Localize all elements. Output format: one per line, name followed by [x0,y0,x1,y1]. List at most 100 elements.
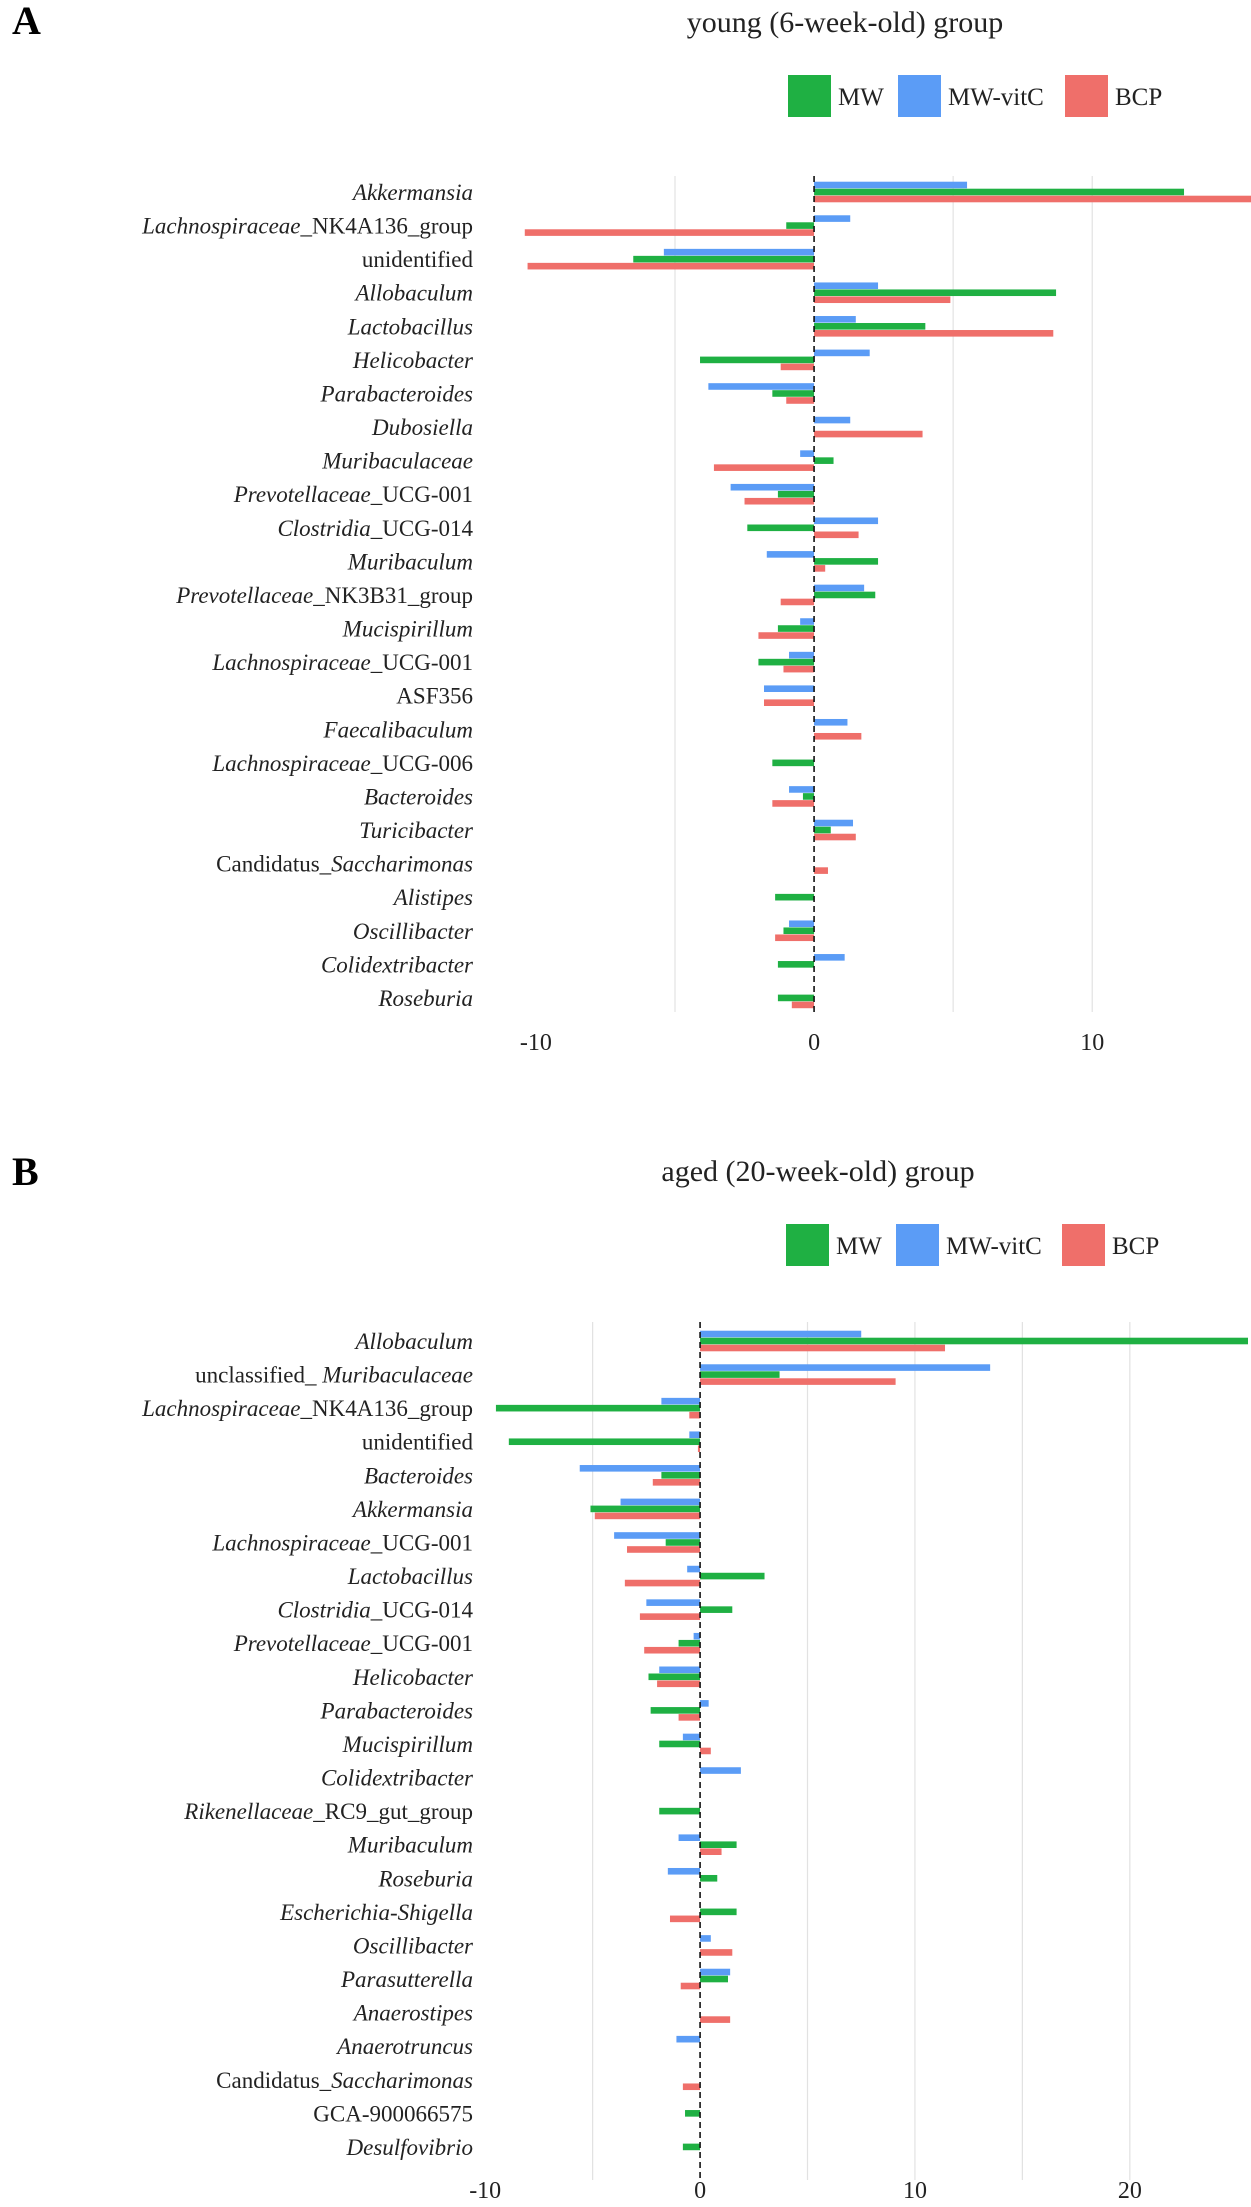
bar-mw-vitc [814,282,879,290]
bar-bcp [697,1445,701,1453]
category-label-italic: Saccharimonas [331,2068,473,2093]
panel-label-A: A [12,0,41,43]
bar-mw-vitc [667,1867,701,1875]
x-tick-label: 0 [694,2178,706,2204]
category-label-italic: Helicobacter [352,1665,474,1690]
bar-mw-vitc [800,618,815,625]
category-label: Mucispirillum [342,1732,473,1757]
bar-bcp [814,195,1251,203]
chart-title: aged (20-week-old) group [661,1155,974,1188]
bar-mw-vitc [700,1700,709,1707]
legend-swatch-mw [788,75,831,117]
category-label-italic: Anaerostipes [352,2001,473,2026]
category-label: Helicobacter [352,348,474,373]
bar-bcp [700,2016,731,2023]
bar-mw-vitc [789,786,815,793]
category-label: unclassified_ Muribaculaceae [195,1363,473,1388]
bar-bcp [700,1747,711,1755]
category-label: Muribaculum [347,1833,473,1858]
bar-mw-vitc [730,483,815,491]
bar-mw-vitc [689,1431,701,1439]
category-label: Roseburia [377,986,473,1011]
bar-mw [814,457,834,464]
bar-bcp [780,598,815,606]
category-label: Oscillibacter [353,919,474,944]
category-label-italic: Muribaculum [347,549,473,574]
bar-bcp [627,1546,701,1553]
legend-swatch-mw [786,1224,829,1266]
bar-mw-vitc [814,954,845,961]
bar-mw-vitc [814,517,879,525]
category-label-italic: Allobaculum [353,1329,473,1354]
category-label: Bacteroides [364,1463,473,1488]
bar-mw [775,893,815,901]
bar-bcp [644,1646,701,1654]
bar-bcp [594,1512,701,1520]
category-label-italic: Turicibacter [359,818,474,843]
category-label-italic: Parabacteroides [320,1698,474,1723]
bar-bcp [814,330,1054,337]
bar-mw [648,1673,701,1681]
bar-mw [700,1841,737,1848]
category-label: Parasutterella [340,1967,473,1992]
bar-bcp [791,1001,815,1009]
bar-mw [700,1337,1248,1345]
bar-mw-vitc [789,920,815,928]
category-label-italic: Oscillibacter [353,1933,474,1958]
legend-label-bcp: BCP [1112,1233,1159,1260]
bar-mw-vitc [814,416,851,424]
category-label: Lachnospiraceae_UCG-001 [211,650,473,675]
category-label-italic: Clostridia [277,516,370,541]
category-label-italic: Lachnospiraceae [211,1530,370,1555]
bar-bcp [775,934,815,942]
bar-mw [777,994,815,1002]
category-label-italic: Rikenellaceae [183,1799,313,1824]
category-label: Dubosiella [371,415,473,440]
category-label-italic: Lachnospiraceae [141,1396,300,1421]
category-label: Oscillibacter [353,1933,474,1958]
category-label: Faecalibaculum [323,717,473,742]
category-label: Mucispirillum [342,617,473,642]
category-label: Colidextribacter [321,952,474,977]
category-label: Lachnospiraceae_NK4A136_group [141,214,473,239]
legend-swatch-mw-vitc [896,1224,939,1266]
bar-bcp [814,833,856,841]
category-label-part: unidentified [362,247,474,272]
bar-mw [700,1874,718,1882]
bar-mw [665,1539,701,1546]
bar-bcp [657,1680,701,1688]
bar-bcp [639,1613,701,1620]
bar-mw-vitc [814,584,865,592]
bar-mw [495,1404,701,1412]
category-label: Clostridia_UCG-014 [277,516,473,541]
bar-mw-vitc [678,1834,701,1841]
bar-bcp [527,262,815,270]
bar-mw-vitc [814,215,851,222]
bar-mw [814,188,1185,196]
category-label-italic: Faecalibaculum [323,717,473,742]
bar-bcp [524,229,815,236]
category-label-part: _UCG-001 [370,1530,473,1555]
bar-mw [685,2110,701,2117]
category-label: unidentified [362,1430,474,1455]
category-label-italic: Roseburia [377,1866,473,1891]
category-label: Prevotellaceae_UCG-001 [233,482,473,507]
category-label: Bacteroides [364,784,473,809]
bar-mw-vitc [676,2035,701,2043]
bar-bcp [764,699,815,706]
category-label-italic: Muribaculaceae [321,1363,473,1388]
category-label: Akkermansia [351,180,473,205]
bar-bcp [700,1344,946,1352]
category-label-part: _NK4A136_group [300,214,474,239]
category-label-part: unclassified_ [195,1363,322,1388]
category-label-italic: Prevotellaceae [233,482,371,507]
bar-mw-vitc [659,1666,701,1674]
category-label-italic: Roseburia [377,986,473,1011]
bar-mw-vitc [700,1767,741,1774]
category-label: Roseburia [377,1866,473,1891]
bar-bcp [700,1949,733,1956]
bar-bcp [678,1714,701,1721]
bar-mw-vitc [708,383,815,390]
category-label: Lactobacillus [347,1564,473,1589]
bar-mw-vitc [700,1968,731,1976]
